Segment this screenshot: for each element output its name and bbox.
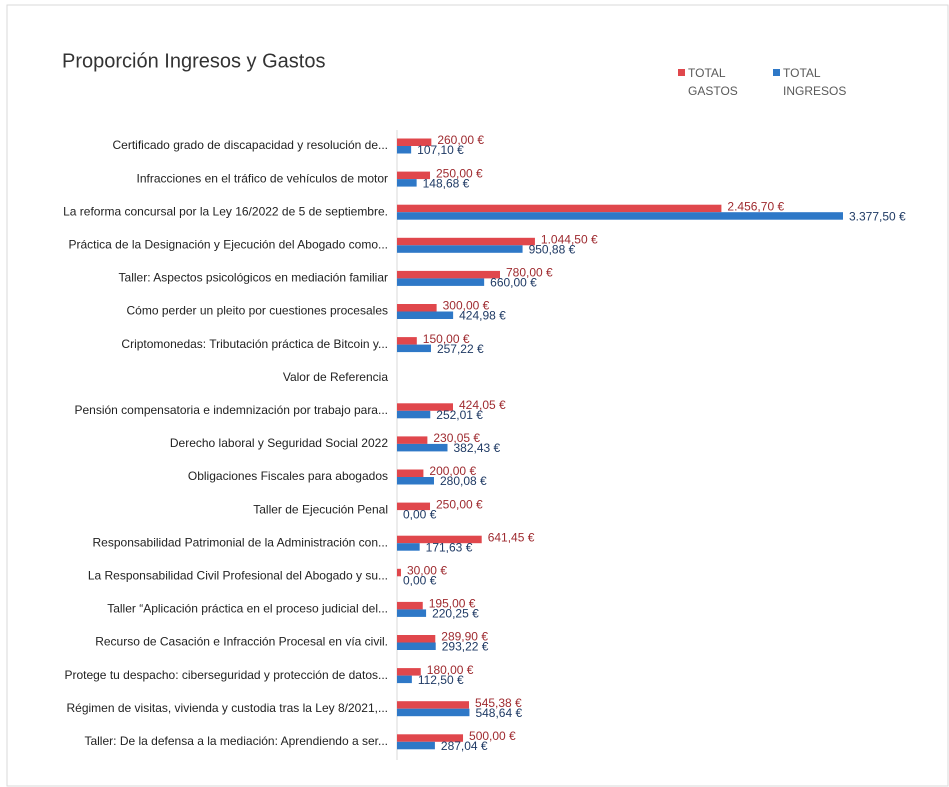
bar [397,734,464,742]
category-label: Infracciones en el tráfico de vehículos … [137,171,388,185]
bar [397,609,427,617]
data-label: 548,64 € [475,706,522,720]
bar [397,635,436,643]
bar [397,708,470,717]
bar [397,270,500,279]
data-label: 107,10 € [417,143,464,157]
category-label: Taller: Aspectos psicológicos en mediaci… [119,271,388,285]
data-label: 293,22 € [442,640,489,654]
category-label: Obligaciones Fiscales para abogados [188,469,388,483]
bar [397,543,420,551]
category-label: Protege tu despacho: ciberseguridad y pr… [64,668,388,682]
bar [397,410,431,419]
bar [397,668,421,676]
legend-swatch [678,69,685,76]
bar [397,146,412,154]
data-label: 382,43 € [454,441,501,455]
data-label: 0,00 € [403,507,437,521]
bar [397,568,401,577]
data-label: 180,00 € [427,663,474,677]
bar [397,304,437,312]
category-label: Taller de Ejecución Penal [253,502,388,516]
bar [397,741,435,750]
data-label: 280,08 € [440,474,487,488]
bar [397,642,436,650]
data-label: 195,00 € [429,597,476,611]
data-label: 250,00 € [436,497,483,511]
bar [397,344,431,353]
category-label: Taller: De la defensa a la mediación: Ap… [84,734,388,748]
data-label: 0,00 € [403,573,437,587]
bar [397,204,722,213]
bar [397,403,453,411]
data-label: 545,38 € [475,696,522,710]
bar [397,477,434,485]
data-label: 950,88 € [529,242,576,256]
bar [397,245,523,253]
data-label: 250,00 € [436,166,483,180]
legend-swatch [773,69,780,76]
data-label: 30,00 € [407,563,447,577]
category-label: Certificado grado de discapacidad y reso… [113,138,389,152]
category-label: La Responsabilidad Civil Profesional del… [88,568,388,582]
category-label: La reforma concursal por la Ley 16/2022 … [63,204,388,218]
data-label: 500,00 € [469,729,516,743]
category-label: Derecho laboral y Seguridad Social 2022 [170,436,388,450]
category-label: Cómo perder un pleito por cuestiones pro… [127,304,388,318]
bar [397,469,424,477]
data-label: 289,90 € [441,630,488,644]
data-label: 780,00 € [506,266,553,280]
data-label: 257,22 € [437,342,484,356]
data-label: 660,00 € [490,276,537,290]
category-label: Valor de Referencia [283,370,388,384]
bar [397,535,482,544]
data-label: 2.456,70 € [727,199,784,213]
data-label: 252,01 € [436,408,483,422]
data-label: 260,00 € [437,133,484,147]
bar [397,138,432,146]
data-label: 200,00 € [429,464,476,478]
data-label: 148,68 € [423,176,470,190]
bar [397,701,470,709]
data-label: 424,98 € [459,309,506,323]
data-label: 424,05 € [459,398,506,412]
legend-item: TOTAL INGRESOS [773,64,853,100]
data-label: 3.377,50 € [849,209,906,223]
bar [397,502,431,511]
bar [397,436,428,444]
bar [397,212,843,220]
data-label: 112,50 € [418,673,464,687]
category-label: Régimen de visitas, vivienda y custodia … [66,701,388,715]
data-label: 287,04 € [441,739,488,753]
chart-title: Proporción Ingresos y Gastos [62,50,325,72]
bar [397,237,535,246]
data-label: 1.044,50 € [541,232,598,246]
bar [397,311,454,319]
bar [397,171,431,180]
category-label: Práctica de la Designación y Ejecución d… [68,237,388,251]
bar [397,675,412,684]
data-label: 171,63 € [426,540,473,554]
bar [397,443,448,452]
data-label: 230,05 € [433,431,480,445]
bar [397,601,423,610]
bar [397,278,485,286]
bar [397,179,417,187]
bar [397,337,417,345]
frame-border [6,4,949,787]
data-label: 641,45 € [488,530,535,544]
data-label: 220,25 € [432,607,479,621]
category-label: Recurso de Casación e Infracción Procesa… [95,635,388,649]
category-label: Criptomonedas: Tributación práctica de B… [121,337,388,351]
legend-label: TOTAL GASTOS [688,66,738,98]
data-label: 150,00 € [423,332,470,346]
category-label: Taller “Aplicación práctica en el proces… [107,602,388,616]
legend-item: TOTAL GASTOS [678,64,758,100]
data-label: 300,00 € [443,299,490,313]
category-label: Pensión compensatoria e indemnización po… [74,403,388,417]
category-label: Responsabilidad Patrimonial de la Admini… [93,535,389,549]
legend-label: TOTAL INGRESOS [783,66,847,98]
